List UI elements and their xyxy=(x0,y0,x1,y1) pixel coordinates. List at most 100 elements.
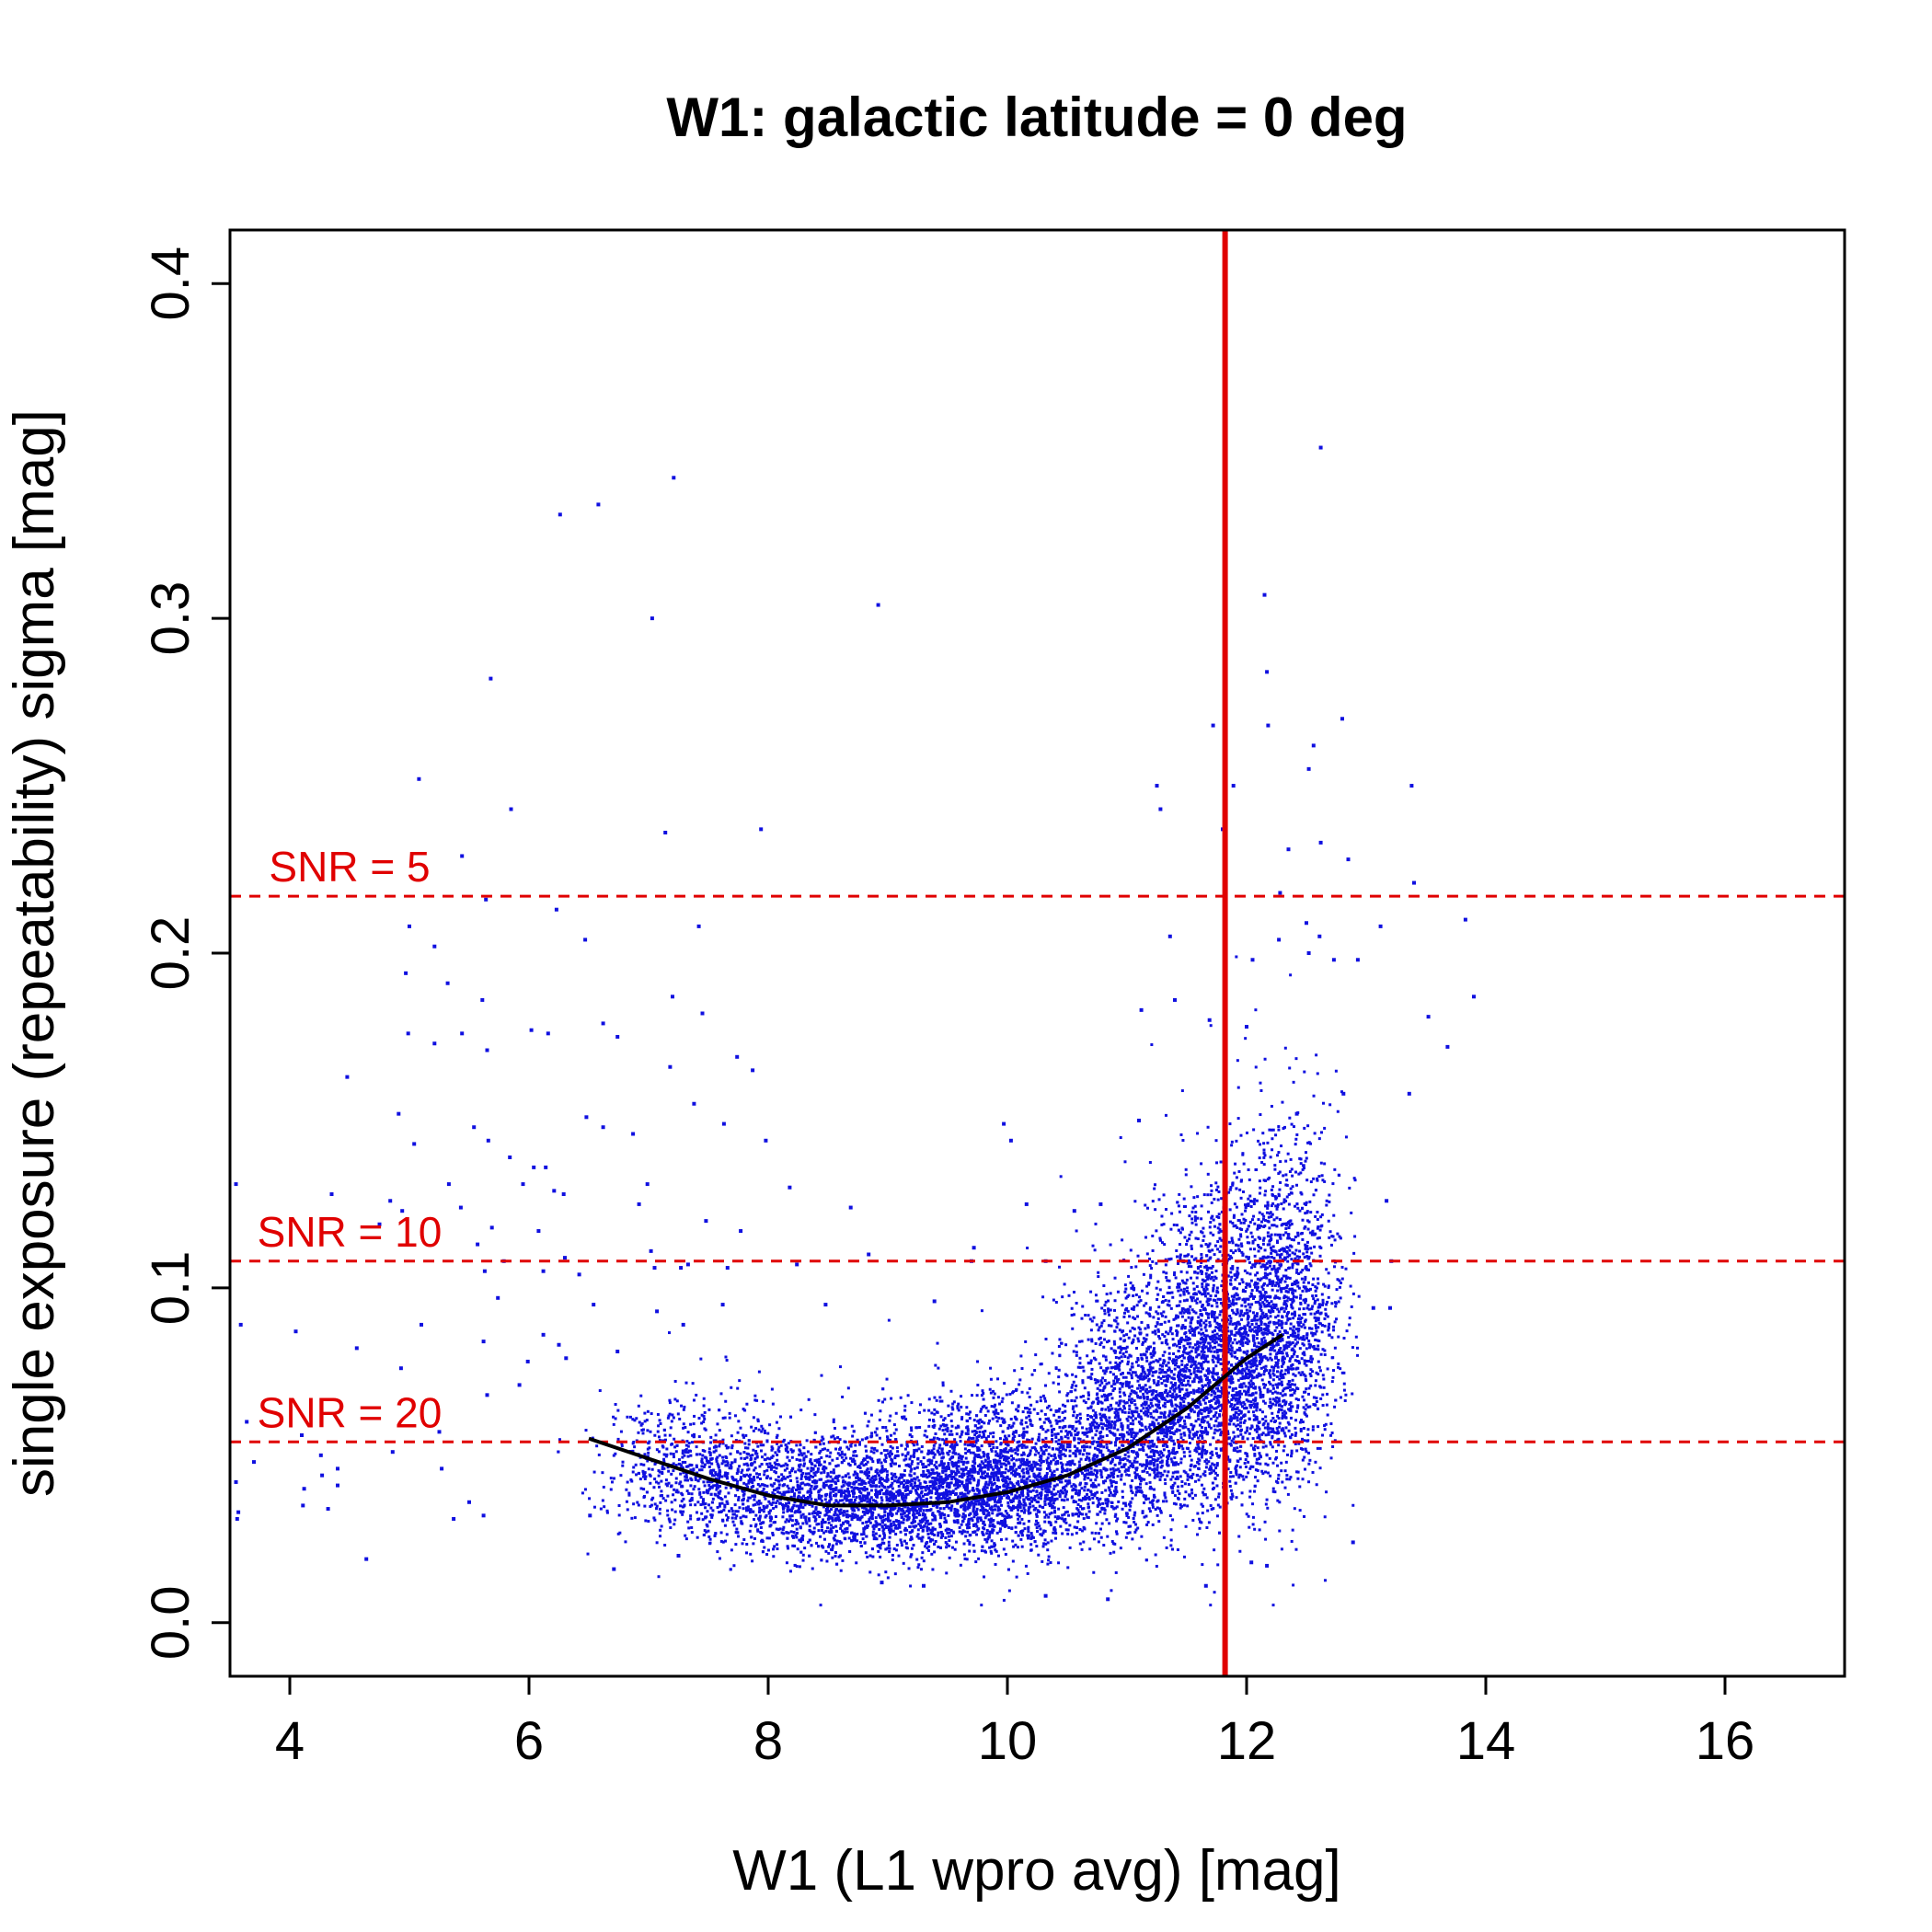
data-point xyxy=(1082,1395,1086,1398)
data-point xyxy=(786,1450,789,1454)
data-point xyxy=(1124,1375,1128,1379)
data-point xyxy=(963,1509,967,1512)
data-point xyxy=(992,1435,995,1439)
data-point xyxy=(988,1460,992,1464)
data-point xyxy=(1024,1503,1028,1507)
data-point xyxy=(869,1434,873,1438)
data-point xyxy=(1073,1437,1076,1441)
data-point xyxy=(995,1501,999,1504)
data-point xyxy=(890,1464,893,1467)
data-point xyxy=(881,1515,885,1519)
data-point xyxy=(1061,1532,1064,1535)
data-point xyxy=(808,1524,811,1528)
data-point xyxy=(818,1464,822,1467)
data-point xyxy=(684,1534,687,1537)
data-point xyxy=(936,1436,939,1440)
data-point xyxy=(819,1535,822,1538)
data-point xyxy=(888,1550,891,1554)
data-point xyxy=(775,1501,778,1505)
data-point xyxy=(1070,1485,1074,1489)
data-point xyxy=(965,1412,969,1416)
data-point xyxy=(931,1526,935,1530)
data-point xyxy=(1060,1498,1064,1501)
data-point xyxy=(930,1552,934,1556)
data-point xyxy=(951,1408,955,1411)
data-point xyxy=(999,1512,1003,1515)
data-point xyxy=(844,1474,847,1478)
data-point xyxy=(898,1525,902,1529)
data-point xyxy=(922,1473,926,1477)
data-point xyxy=(868,1508,872,1512)
data-point xyxy=(791,1544,795,1547)
data-point xyxy=(982,1533,985,1536)
data-point xyxy=(1051,1437,1054,1441)
data-point xyxy=(989,1377,993,1381)
data-point xyxy=(946,1477,949,1480)
data-point xyxy=(926,1548,930,1552)
data-point xyxy=(910,1535,914,1539)
data-point xyxy=(910,1537,914,1541)
data-point xyxy=(1020,1463,1024,1466)
data-point xyxy=(1110,1589,1113,1593)
data-point xyxy=(1135,1460,1139,1464)
data-point xyxy=(876,1493,880,1497)
data-point xyxy=(924,1480,927,1484)
data-point xyxy=(846,1515,850,1519)
data-point xyxy=(852,1535,856,1538)
data-point xyxy=(1058,1338,1062,1341)
data-point xyxy=(1032,1472,1036,1476)
data-point xyxy=(983,1414,987,1418)
data-point xyxy=(979,1518,983,1522)
data-point xyxy=(1029,1496,1033,1500)
data-point xyxy=(1054,1435,1058,1439)
data-point xyxy=(981,1420,984,1423)
data-point xyxy=(906,1394,910,1397)
data-point xyxy=(800,1498,804,1501)
data-point xyxy=(844,1493,847,1497)
data-point xyxy=(1031,1535,1035,1539)
data-point xyxy=(981,1472,984,1476)
data-point xyxy=(773,1545,776,1548)
data-point xyxy=(961,1494,965,1498)
data-point xyxy=(1036,1463,1040,1466)
data-point xyxy=(813,1478,817,1482)
data-point xyxy=(944,1489,948,1492)
data-point xyxy=(954,1487,958,1490)
data-point xyxy=(1052,1473,1056,1477)
data-point xyxy=(989,1490,993,1494)
data-point xyxy=(1010,1527,1014,1531)
data-point xyxy=(1029,1489,1033,1493)
data-point xyxy=(621,1464,625,1467)
data-point xyxy=(817,1457,821,1461)
data-point xyxy=(865,1535,868,1538)
data-point xyxy=(704,1506,707,1510)
data-point xyxy=(1103,1508,1107,1512)
data-point xyxy=(1090,1338,1094,1341)
data-point xyxy=(1018,1522,1022,1525)
data-point xyxy=(990,1405,994,1409)
data-point xyxy=(874,1532,878,1535)
data-point xyxy=(667,1469,671,1473)
data-point xyxy=(965,1482,969,1486)
data-point xyxy=(1196,1512,1200,1515)
data-point xyxy=(1079,1505,1083,1509)
data-point xyxy=(969,1451,972,1455)
data-point xyxy=(972,1465,976,1468)
data-point xyxy=(915,1509,919,1512)
data-point xyxy=(964,1485,968,1489)
data-point xyxy=(983,1524,986,1527)
data-point xyxy=(1151,1448,1155,1452)
data-point xyxy=(684,1381,688,1385)
data-point xyxy=(1108,1494,1111,1498)
data-point xyxy=(1178,1390,1181,1394)
data-point xyxy=(903,1474,906,1478)
data-point xyxy=(1012,1421,1016,1425)
data-point xyxy=(911,1460,914,1464)
data-point xyxy=(1122,1391,1126,1395)
data-point xyxy=(886,1547,890,1550)
data-point xyxy=(1006,1513,1010,1517)
data-point xyxy=(972,1451,975,1455)
data-point xyxy=(1126,1451,1130,1455)
data-point xyxy=(937,1495,940,1499)
data-point xyxy=(1002,1493,1006,1497)
